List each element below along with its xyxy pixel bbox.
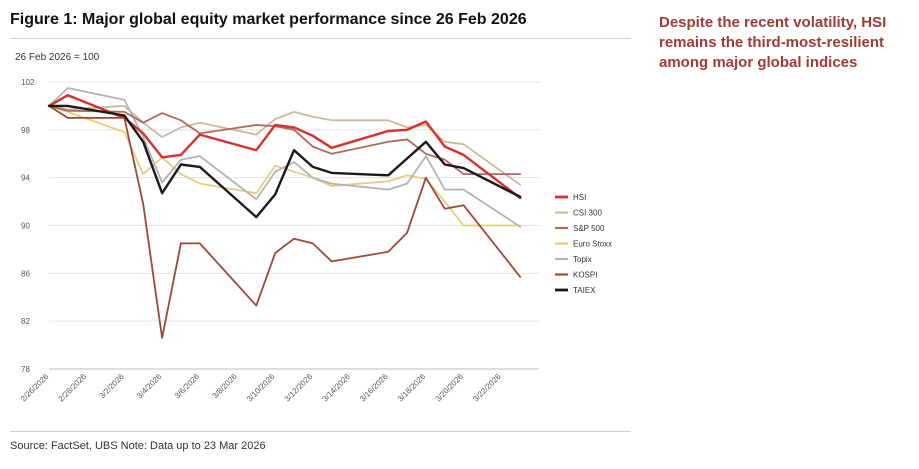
series-line-s-p-500	[48, 105, 522, 176]
y-tick-label: 78	[21, 365, 30, 374]
figure-title: Figure 1: Major global equity market per…	[10, 11, 527, 28]
x-tick-label: 3/12/2026	[283, 372, 315, 404]
series-line-taiex	[47, 104, 522, 219]
x-tick-label: 3/6/2026	[173, 372, 202, 401]
y-axis: 78 82 86 90 94 98 102	[21, 78, 35, 374]
y-tick-label: 94	[21, 174, 30, 183]
x-tick-label: 3/14/2026	[320, 372, 352, 404]
legend-label-topix: Topix	[573, 255, 592, 264]
y-tick-label: 90	[21, 222, 30, 231]
series-line-topix	[48, 87, 522, 228]
x-tick-label: 3/16/2026	[358, 372, 390, 404]
legend-label-kospi: KOSPI	[573, 271, 597, 280]
series-line-kospi	[48, 105, 522, 339]
grid-layer	[49, 81, 539, 370]
y-tick-label: 82	[21, 317, 30, 326]
legend-label-csi-300: CSI 300	[573, 209, 602, 218]
legend-label-euro-stoxx: Euro Stoxx	[573, 240, 612, 249]
line-chart: 78 82 86 90 94 98 102 2/26/2026 2/28/2026 3/2/20…	[19, 78, 612, 404]
title-divider	[10, 38, 631, 39]
x-tick-label: 2/26/2026	[19, 372, 51, 404]
legend-label-s-p-500: S&P 500	[573, 224, 605, 233]
x-axis: 2/26/2026 2/28/2026 3/2/2026 3/4/2026 3/6/20…	[19, 372, 503, 404]
x-tick-label: 3/4/2026	[135, 372, 164, 401]
x-tick-label: 3/10/2026	[245, 372, 277, 404]
chart-subtitle: 26 Feb 2026 = 100	[15, 52, 100, 63]
x-tick-label: 3/18/2026	[396, 372, 428, 404]
y-tick-label: 98	[21, 126, 30, 135]
legend-label-taiex: TAIEX	[573, 286, 596, 295]
y-tick-label: 86	[21, 269, 30, 278]
x-tick-label: 3/22/2026	[471, 372, 503, 404]
x-tick-label: 3/8/2026	[210, 372, 239, 401]
legend: HSI CSI 300 S&P 500 Euro Stoxx Topix KOSPI TAI…	[555, 193, 612, 295]
series-line-hsi	[47, 93, 522, 200]
footer-divider	[10, 431, 631, 432]
headline-callout: Despite the recent volatility, HSI remai…	[659, 14, 887, 71]
x-tick-label: 2/28/2026	[57, 372, 89, 404]
source-note: Source: FactSet, UBS Note: Data up to 23…	[10, 440, 266, 452]
x-tick-label: 3/2/2026	[97, 372, 126, 401]
x-tick-label: 3/20/2026	[433, 372, 465, 404]
y-tick-label: 102	[21, 78, 35, 87]
series-layer	[47, 87, 522, 339]
legend-label-hsi: HSI	[573, 193, 586, 202]
